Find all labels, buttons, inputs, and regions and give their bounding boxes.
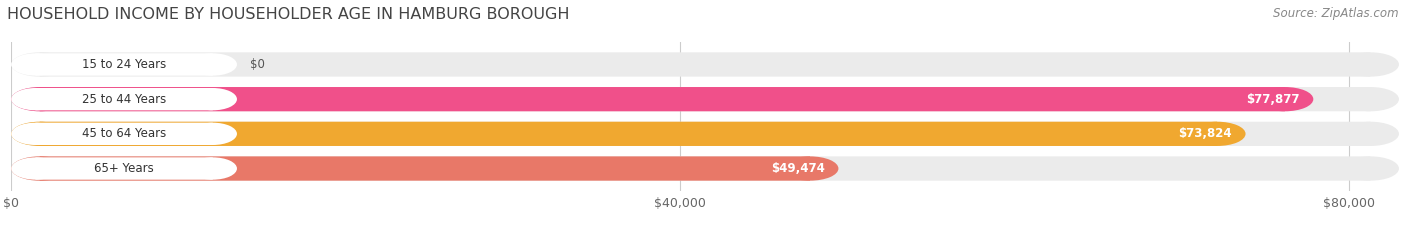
FancyBboxPatch shape <box>35 123 212 145</box>
Ellipse shape <box>11 87 67 111</box>
Text: 25 to 44 Years: 25 to 44 Years <box>82 93 166 106</box>
Ellipse shape <box>11 52 67 77</box>
Ellipse shape <box>11 156 67 181</box>
Ellipse shape <box>1343 87 1399 111</box>
Ellipse shape <box>11 123 59 145</box>
Ellipse shape <box>11 53 59 76</box>
Ellipse shape <box>11 122 67 146</box>
FancyBboxPatch shape <box>39 156 1371 181</box>
Ellipse shape <box>11 87 67 111</box>
Ellipse shape <box>188 53 238 76</box>
Ellipse shape <box>188 88 238 110</box>
Ellipse shape <box>1343 156 1399 181</box>
Text: $77,877: $77,877 <box>1247 93 1301 106</box>
Text: $49,474: $49,474 <box>770 162 825 175</box>
Text: Source: ZipAtlas.com: Source: ZipAtlas.com <box>1274 7 1399 20</box>
FancyBboxPatch shape <box>39 87 1285 111</box>
FancyBboxPatch shape <box>39 156 810 181</box>
Ellipse shape <box>11 88 59 110</box>
Ellipse shape <box>782 156 838 181</box>
Ellipse shape <box>1188 122 1246 146</box>
Ellipse shape <box>188 157 238 180</box>
FancyBboxPatch shape <box>35 88 212 110</box>
Ellipse shape <box>11 122 67 146</box>
Ellipse shape <box>11 156 67 181</box>
FancyBboxPatch shape <box>35 157 212 180</box>
FancyBboxPatch shape <box>39 87 1371 111</box>
Text: 65+ Years: 65+ Years <box>94 162 155 175</box>
Ellipse shape <box>11 157 59 180</box>
FancyBboxPatch shape <box>39 52 1371 77</box>
Ellipse shape <box>1257 87 1313 111</box>
Text: $0: $0 <box>250 58 266 71</box>
Text: HOUSEHOLD INCOME BY HOUSEHOLDER AGE IN HAMBURG BOROUGH: HOUSEHOLD INCOME BY HOUSEHOLDER AGE IN H… <box>7 7 569 22</box>
Ellipse shape <box>1343 122 1399 146</box>
Text: $73,824: $73,824 <box>1178 127 1232 140</box>
Ellipse shape <box>1343 52 1399 77</box>
Ellipse shape <box>188 123 238 145</box>
FancyBboxPatch shape <box>35 53 212 76</box>
Text: 45 to 64 Years: 45 to 64 Years <box>82 127 166 140</box>
FancyBboxPatch shape <box>39 122 1371 146</box>
FancyBboxPatch shape <box>39 122 1218 146</box>
Text: 15 to 24 Years: 15 to 24 Years <box>82 58 166 71</box>
